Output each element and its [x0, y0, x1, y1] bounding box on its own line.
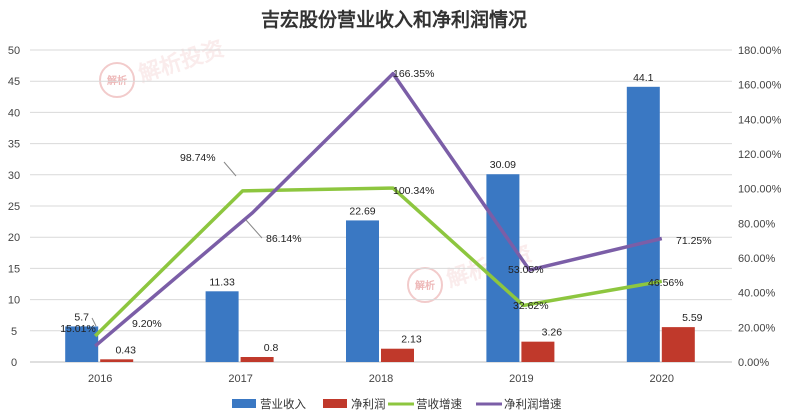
y-right-tick-label: 20.00% [738, 322, 776, 334]
y-left-tick-label: 25 [8, 201, 20, 213]
legend-swatch [232, 399, 256, 408]
data-label-net-profit-growth: 166.35% [393, 68, 434, 80]
line-revenue-growth [93, 186, 663, 338]
y-left-tick-label: 15 [8, 263, 20, 275]
data-label-net-profit-growth: 86.14% [266, 233, 302, 245]
x-tick-label: 2016 [88, 373, 112, 385]
y-left-tick-label: 0 [11, 357, 17, 369]
label-leader-line [223, 161, 237, 177]
data-label-net-profit: 5.59 [682, 312, 703, 324]
data-label-revenue-growth: 98.74% [180, 152, 216, 164]
watermark-seal-text: 解析 [107, 74, 127, 87]
data-label-revenue: 44.1 [633, 72, 654, 84]
bar-revenue [486, 174, 520, 362]
data-label-revenue-growth: 32.62% [513, 300, 549, 312]
data-label-revenue: 5.7 [74, 311, 89, 323]
y-right-tick-label: 80.00% [738, 218, 776, 230]
y-left-tick-label: 5 [11, 326, 17, 338]
data-label-net-profit-growth: 71.25% [676, 235, 712, 247]
y-right-tick-label: 0.00% [738, 357, 769, 369]
y-right-tick-label: 180.00% [738, 45, 782, 57]
data-label-net-profit: 0.8 [264, 342, 279, 354]
bar-net-profit [240, 357, 274, 362]
x-tick-label: 2020 [650, 373, 674, 385]
legend-swatch [323, 399, 347, 408]
watermark: 解析解析投资解析解析投资 [99, 36, 535, 303]
data-label-net-profit: 0.43 [115, 344, 136, 356]
y-right-tick-label: 120.00% [738, 149, 782, 161]
watermark-seal-text: 解析 [415, 279, 435, 292]
bar-revenue [346, 220, 379, 362]
data-label-net-profit-growth: 9.20% [132, 318, 162, 330]
data-label-revenue: 11.33 [209, 276, 235, 288]
line-net-profit-growth [94, 71, 663, 348]
watermark-text: 解析投资 [135, 36, 227, 88]
legend-label: 净利润增速 [504, 397, 562, 411]
label-leader-line [245, 219, 263, 239]
watermark-seal [99, 62, 135, 98]
legend-label: 营收增速 [416, 397, 462, 411]
x-tick-label: 2017 [228, 373, 252, 385]
data-label-net-profit: 3.26 [542, 327, 563, 339]
x-tick-label: 2019 [509, 373, 533, 385]
data-label-revenue-growth: 100.34% [393, 185, 434, 197]
bar-revenue [626, 86, 660, 362]
y-right-tick-label: 160.00% [738, 80, 782, 92]
data-label-net-profit: 2.13 [401, 334, 422, 346]
y-left-tick-label: 10 [8, 295, 20, 307]
bar-revenue [205, 291, 239, 362]
y-left-tick-label: 45 [8, 76, 20, 88]
data-label-revenue: 22.69 [349, 205, 375, 217]
y-left-tick-label: 35 [8, 139, 20, 151]
y-left-tick-label: 20 [8, 232, 20, 244]
legend-label: 营业收入 [260, 397, 306, 411]
legend-label: 净利润 [351, 397, 386, 411]
y-right-tick-label: 40.00% [738, 288, 776, 300]
label-leader-line [91, 317, 97, 327]
y-left-tick-label: 40 [8, 107, 20, 119]
bar-net-profit [521, 341, 555, 362]
y-right-tick-label: 60.00% [738, 253, 776, 265]
y-right-tick-label: 100.00% [738, 184, 782, 196]
y-left-tick-label: 50 [8, 45, 20, 57]
bar-net-profit [100, 359, 134, 362]
bar-net-profit [661, 327, 695, 362]
data-label-revenue-growth: 15.01% [60, 323, 96, 335]
x-tick-label: 2018 [369, 373, 393, 385]
chart-title: 吉宏股份营业收入和净利润情况 [261, 8, 527, 31]
data-label-revenue-growth: 46.56% [648, 277, 684, 289]
data-label-revenue: 30.09 [490, 159, 516, 171]
y-left-tick-label: 30 [8, 170, 20, 182]
bar-net-profit [381, 348, 414, 362]
bar-revenue [65, 326, 99, 362]
y-right-tick-label: 140.00% [738, 114, 782, 126]
data-label-net-profit-growth: 53.05% [508, 264, 544, 276]
